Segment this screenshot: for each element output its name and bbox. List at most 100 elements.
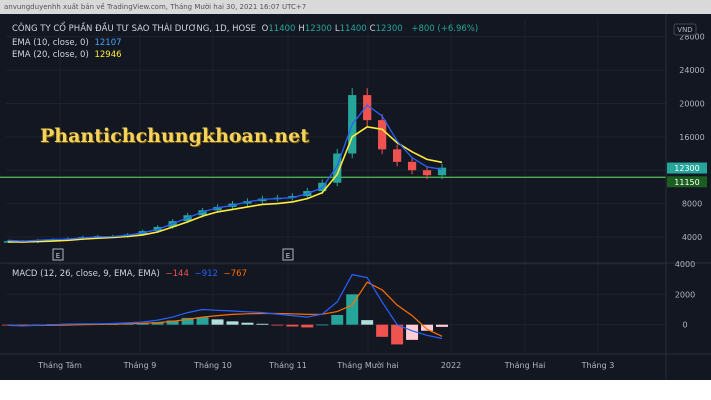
price-tick-label: 16000: [679, 133, 704, 142]
support-price-tag: 11150: [667, 176, 707, 188]
macd-histogram-bar: [346, 294, 359, 325]
candle-body: [407, 161, 417, 171]
ema10-legend[interactable]: EMA (10, close, 0) 12107: [12, 38, 125, 48]
ema20-legend[interactable]: EMA (20, close, 0) 12946: [12, 50, 125, 60]
candle: [288, 193, 297, 201]
macd-histogram-bar: [166, 320, 179, 325]
event-marker-label: E: [286, 252, 290, 260]
ema10-value: 12107: [94, 38, 122, 48]
ohlc-value: 11400: [268, 24, 296, 34]
candle: [437, 163, 447, 180]
macd-legend[interactable]: MACD (12, 26, close, 9, EMA, EMA) −144 −…: [12, 269, 250, 279]
ema10-line: [7, 104, 443, 242]
time-tick-label: Tháng 10: [193, 361, 232, 370]
candle-body: [378, 120, 387, 150]
time-axis: Tháng Tám Tháng 9 Tháng 10 Tháng 11 Tháng Mư…: [0, 353, 711, 370]
macd-histogram-bar: [196, 317, 209, 325]
macd-histogram-bar: [226, 321, 239, 325]
macd-histogram-bar: [271, 324, 284, 326]
ema10-label: EMA (10, close, 0): [12, 38, 89, 48]
candle-body: [333, 153, 342, 183]
time-tick-label: Tháng Hai: [504, 361, 546, 370]
candle-body: [48, 239, 58, 241]
candle-body: [392, 149, 402, 162]
macd-histogram-bar: [316, 324, 329, 326]
macd-histogram-bar: [211, 319, 224, 325]
candle: [378, 114, 387, 155]
macd-label: MACD (12, 26, close, 9, EMA, EMA): [12, 269, 160, 279]
ema20-value: 12946: [94, 50, 122, 60]
currency-box: VND: [673, 23, 697, 36]
macd-histogram-bar: [406, 324, 419, 340]
candle-body: [288, 196, 297, 198]
last-price-tag: 12300: [667, 162, 707, 174]
symbol-title: CÔNG TY CỔ PHẦN ĐẦU TƯ SAO THÁI DƯƠNG, 1…: [12, 24, 256, 34]
price-tick-label: 20000: [679, 99, 704, 108]
price-change: +800 (+6.96%): [411, 24, 479, 34]
time-tick-label: Tháng 11: [268, 361, 307, 370]
price-tick-label: 8000: [682, 200, 702, 209]
macd-histogram-bar: [2, 324, 14, 326]
ema20-line: [8, 125, 443, 243]
candle-body: [437, 167, 447, 176]
macd-histogram-bar: [256, 323, 269, 325]
candle-body: [198, 210, 207, 216]
macd-histogram-bar: [286, 324, 299, 327]
macd-histogram-bar: [421, 324, 434, 331]
ohlc-value: 11400: [339, 24, 367, 34]
macd-histogram-bar: [376, 324, 389, 337]
support-price-bg: [667, 176, 707, 188]
macd-histogram-bar: [331, 314, 344, 325]
currency-box-frame: [673, 23, 697, 36]
candle: [333, 148, 342, 187]
price-tick-label: 24000: [679, 66, 704, 75]
macd-histogram-bar: [301, 324, 314, 328]
price-axis: 4000800012000160002000024000280000200040…: [665, 14, 707, 380]
price-chart-svg[interactable]: EE 4000800012000160002000024000280000200…: [0, 0, 711, 380]
ohlc-label: H: [298, 24, 305, 34]
event-marker: E: [52, 248, 64, 261]
time-tick-label: Tháng Tám: [37, 361, 82, 370]
ohlc-label: O: [261, 24, 269, 34]
macd-signal-value: −767: [223, 269, 247, 279]
macd-signal-line: [7, 281, 443, 337]
currency-label: VND: [677, 26, 692, 34]
macd-histogram-bar: [436, 324, 448, 327]
support-price-label: 11150: [674, 178, 699, 187]
event-marker-box: [282, 248, 294, 261]
event-marker: E: [282, 248, 294, 261]
time-tick-label: Tháng 9: [123, 361, 157, 370]
ohlc-values: O11400 H12300 L11400 C12300: [262, 24, 406, 34]
macd-histogram-bar: [181, 317, 194, 325]
publish-info-bar: anvungduyenhh xuất bản về TradingView.co…: [0, 0, 711, 14]
event-marker-box: [52, 248, 64, 261]
price-tick-label: 28000: [679, 33, 704, 42]
candle: [422, 166, 432, 180]
macd-histogram-bar: [361, 320, 374, 325]
macd-line-value: −912: [194, 269, 218, 279]
macd-hist-value: −144: [165, 269, 189, 279]
price-tick-label: 4000: [682, 233, 702, 242]
time-tick-label: Tháng 3: [581, 361, 615, 370]
macd-histogram-bar: [136, 323, 149, 325]
candle: [348, 88, 357, 159]
candle-body: [363, 95, 372, 121]
ohlc-value: 12300: [375, 24, 403, 34]
ema20-label: EMA (20, close, 0): [12, 50, 89, 60]
candle: [407, 157, 417, 175]
ohlc-label: C: [369, 24, 376, 34]
macd-histogram-bar: [151, 322, 164, 325]
ohlc-value: 12300: [304, 24, 332, 34]
macd-tick-label: 4000: [675, 260, 695, 269]
time-tick-label: Tháng Mười hai: [336, 360, 398, 370]
last-price-bg: [667, 162, 707, 174]
ohlc-label: L: [334, 24, 340, 34]
watermark-text: Phantichchungkhoan.net: [40, 125, 309, 147]
time-tick-label: 2022: [441, 361, 461, 370]
last-price-label: 12300: [674, 164, 699, 173]
bottom-bar: [0, 380, 711, 400]
main-legend: CÔNG TY CỔ PHẦN ĐẦU TƯ SAO THÁI DƯƠNG, 1…: [12, 24, 481, 34]
candle-body: [422, 170, 432, 176]
